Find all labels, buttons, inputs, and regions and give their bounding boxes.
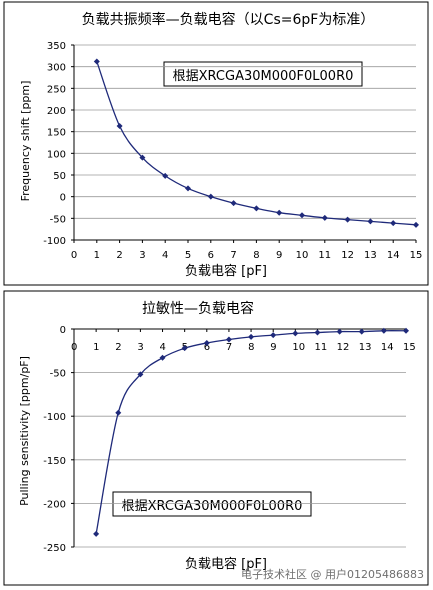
chart-2-x-tick-label: 9 xyxy=(270,342,276,353)
chart-1-y-axis-label: Frequency shift [ppm] xyxy=(19,81,32,202)
chart-1-y-tick-label: 100 xyxy=(47,149,66,160)
chart-1-data-point xyxy=(230,200,237,207)
chart-1-data-point xyxy=(367,218,374,225)
chart-1-x-tick-label: 7 xyxy=(230,250,236,261)
chart-2-data-point xyxy=(292,330,299,337)
chart-1-data-point xyxy=(299,212,305,219)
chart-2-x-tick-label: 10 xyxy=(292,342,305,353)
chart-2-x-tick-label: 13 xyxy=(359,342,372,353)
chart-2-y-tick-label: -250 xyxy=(43,543,66,554)
chart-2-data-point xyxy=(137,371,144,378)
chart-1-data-point xyxy=(207,193,214,200)
chart-pulling-sensitivity: 拉敏性—负载电容 Pulling sensitivity [ppm/pF] 负载… xyxy=(18,300,416,572)
chart-2-title: 拉敏性—负载电容 xyxy=(142,300,254,317)
chart-1-y-tick-label: 250 xyxy=(47,84,66,95)
chart-1-x-tick-label: 0 xyxy=(71,250,77,261)
chart-1-x-tick-label: 3 xyxy=(139,250,145,261)
chart-1-y-tick-label: 50 xyxy=(53,171,66,182)
chart-1-title: 负载共振频率—负载电容（以Cs=6pF为标准） xyxy=(82,11,375,28)
chart-1-x-tick-label: 15 xyxy=(410,250,423,261)
chart-1-y-tick-label: -50 xyxy=(50,214,66,225)
chart-2-annotation-box xyxy=(112,491,312,517)
chart-1-annotation-box xyxy=(163,61,363,87)
chart-2-x-axis-label: 负载电容 [pF] xyxy=(185,556,267,572)
chart-2-data-point xyxy=(358,328,365,335)
chart-2-data-point xyxy=(225,336,232,343)
chart-1-x-tick-label: 14 xyxy=(387,250,400,261)
chart-1-y-tick-label: 300 xyxy=(47,63,66,74)
chart-2-y-tick-label: -150 xyxy=(43,456,66,467)
chart-2-y-tick-label: -50 xyxy=(50,369,66,380)
chart-1-x-tick-label: 4 xyxy=(162,250,168,261)
chart-1-data-point xyxy=(253,205,260,212)
chart-1-y-tick-label: 350 xyxy=(47,41,66,52)
chart-frequency-shift: 负载共振频率—负载电容（以Cs=6pF为标准） Frequency shift … xyxy=(19,11,422,279)
chart-2-frame xyxy=(3,290,429,586)
chart-1-x-tick-label: 5 xyxy=(185,250,191,261)
chart-1-data-point xyxy=(93,58,100,65)
chart-1-x-axis-label: 负载电容 [pF] xyxy=(185,263,267,279)
chart-1-y-tick-label: 200 xyxy=(47,106,66,117)
chart-2-data-point xyxy=(248,333,255,340)
chart-2-annotation: 根据XRCGA30M000F0L00R0 xyxy=(122,499,303,514)
chart-2-x-tick-label: 2 xyxy=(115,342,121,353)
chart-1-data-point xyxy=(116,123,123,130)
chart-2-y-tick-label: 0 xyxy=(60,325,66,336)
chart-1-y-tick-label: 0 xyxy=(60,193,66,204)
chart-1-y-tick-label: 150 xyxy=(47,128,66,139)
chart-2-x-tick-label: 7 xyxy=(226,342,232,353)
chart-1-x-tick-label: 8 xyxy=(253,250,259,261)
chart-2-x-tick-label: 14 xyxy=(381,342,394,353)
chart-1-x-tick-label: 12 xyxy=(341,250,354,261)
chart-1-data-point xyxy=(162,172,169,179)
chart-2-y-axis-label: Pulling sensitivity [ppm/pF] xyxy=(18,356,31,506)
chart-2-data-point xyxy=(336,328,343,335)
chart-2-data-point xyxy=(203,339,210,346)
chart-1-data-point xyxy=(413,221,419,228)
chart-2-data-point xyxy=(314,329,321,336)
chart-2-data-point xyxy=(181,345,188,352)
chart-1-data-point xyxy=(185,185,191,192)
chart-1-x-tick-label: 2 xyxy=(116,250,122,261)
chart-1-x-tick-label: 1 xyxy=(94,250,100,261)
chart-1-gridlines xyxy=(74,44,416,219)
chart-1-data-point xyxy=(390,220,397,227)
chart-2-x-tick-label: 4 xyxy=(160,342,166,353)
chart-2-x-tick-label: 1 xyxy=(93,342,99,353)
chart-2-x-tick-label: 6 xyxy=(204,342,210,353)
chart-2-x-tick-label: 0 xyxy=(71,342,77,353)
chart-1-data-point xyxy=(344,216,351,223)
chart-1-x-tick-label: 6 xyxy=(208,250,214,261)
chart-2-x-tick-label: 12 xyxy=(337,342,350,353)
chart-2-x-tick-label: 15 xyxy=(403,342,416,353)
chart-1-x-tick-label: 10 xyxy=(296,250,309,261)
chart-2-data-point xyxy=(403,327,409,334)
chart-2-data-point xyxy=(270,332,277,339)
chart-1-data-point xyxy=(276,209,283,216)
chart-1-annotation: 根据XRCGA30M000F0L00R0 xyxy=(173,69,354,84)
chart-2-y-tick-label: -200 xyxy=(43,499,66,510)
chart-2-x-tick-label: 11 xyxy=(314,342,327,353)
chart-1-y-tick-label: -100 xyxy=(43,236,66,247)
chart-1-x-tick-label: 13 xyxy=(364,250,377,261)
chart-2-y-tick-label: -100 xyxy=(43,412,66,423)
chart-1-x-tick-label: 9 xyxy=(276,250,282,261)
chart-2-x-tick-label: 8 xyxy=(248,342,254,353)
chart-1-frame xyxy=(3,1,429,286)
chart-1-x-tick-label: 11 xyxy=(318,250,331,261)
chart-1-data-point xyxy=(139,154,146,161)
chart-2-data-point xyxy=(380,327,387,334)
watermark: 电子技术社区 @ 用户01205486883 xyxy=(241,567,424,581)
chart-1-data-point xyxy=(321,214,328,221)
chart-2-data-point xyxy=(159,354,166,361)
chart-2-data-point xyxy=(93,530,100,537)
chart-2-data-point xyxy=(115,409,122,416)
chart-2-x-tick-label: 3 xyxy=(137,342,143,353)
